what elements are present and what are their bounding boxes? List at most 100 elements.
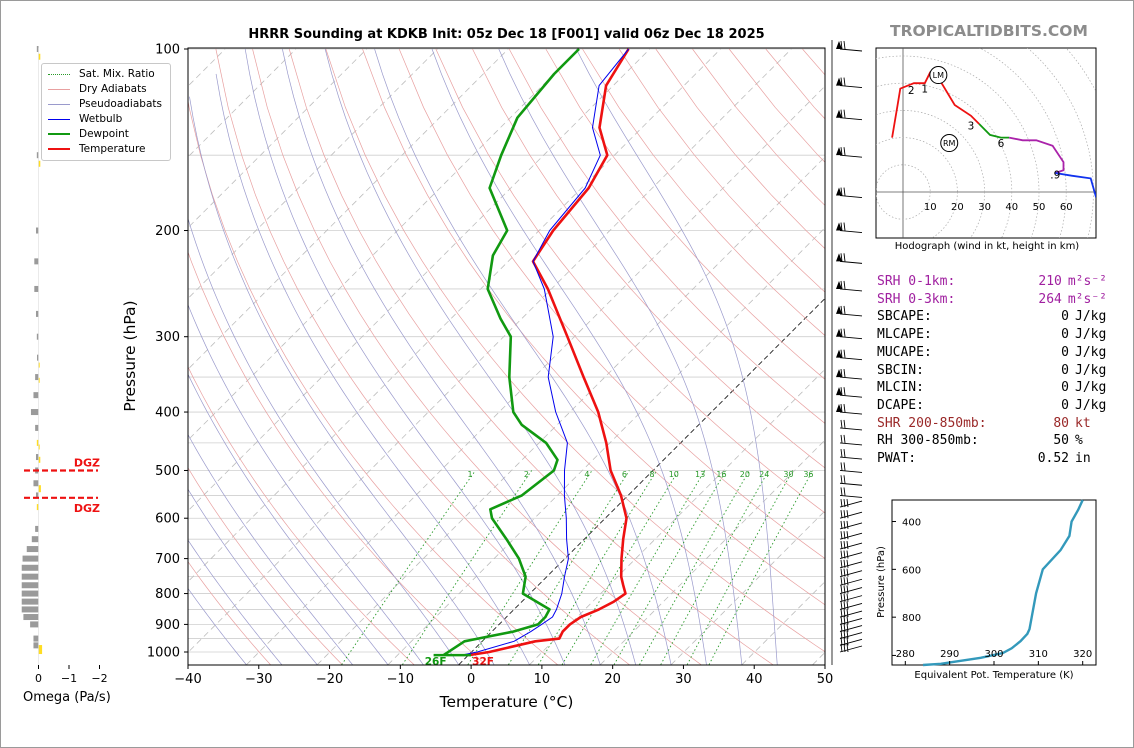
barb-flag [843, 550, 846, 559]
omega-bar [21, 590, 39, 597]
hodograph-ring [876, 82, 1013, 238]
x-tick-label: −10 [387, 672, 414, 687]
wind-barb [836, 253, 863, 264]
omega-bar [34, 285, 39, 292]
isotherm-line [599, 439, 825, 665]
barb-staff [839, 336, 863, 340]
mixing-ratio-label: 30 [783, 470, 793, 479]
barb-flag [843, 601, 846, 610]
barb-flag [843, 630, 846, 639]
omega-bar [35, 525, 39, 532]
omega-bar [21, 564, 39, 571]
dry-adiabat [188, 561, 271, 665]
hodograph-ring-label: 30 [978, 202, 991, 213]
wind-barb [836, 349, 863, 361]
mixing-ratio-label: 20 [740, 470, 750, 479]
stat-row: SBCIN: 0 J/kg [877, 362, 1107, 380]
stat-unit: J/kg [1075, 397, 1107, 413]
omega-bar [35, 227, 39, 234]
omega-axis-label: Omega (Pa/s) [23, 690, 111, 705]
x-tick-label: 10 [534, 672, 551, 687]
omega-bar [21, 582, 39, 589]
barb-staff [839, 617, 863, 625]
legend-item: Wetbulb [48, 112, 122, 126]
omega-tick-label: 0 [35, 672, 42, 685]
mixing-ratio-label: 4 [584, 470, 589, 479]
barb-staff [839, 313, 863, 317]
barb-staff [839, 427, 863, 431]
barb-flag [840, 434, 843, 443]
temperature-profile [468, 48, 630, 657]
mixing-ratio-label: 6 [622, 470, 627, 479]
omega-bar [21, 606, 39, 613]
barb-flag [843, 40, 846, 50]
mixing-ratio-label: 2 [524, 470, 529, 479]
stat-value: 0 [1061, 380, 1069, 396]
pseudoadiabat [431, 48, 707, 665]
y-tick-label: 500 [155, 464, 180, 479]
omega-bar [21, 573, 39, 580]
mixing-ratio-label: 16 [716, 470, 726, 479]
omega-bar [30, 409, 39, 416]
wind-barb [836, 222, 863, 233]
barb-flag [846, 643, 849, 653]
hodograph-height-label: 2 [908, 85, 915, 97]
barb-staff [839, 482, 863, 486]
barb-flag [840, 187, 843, 196]
barb-flag [843, 510, 846, 519]
legend-item: Dry Adiabats [48, 82, 147, 96]
barb-flag [846, 616, 849, 625]
isotherm-line [188, 48, 721, 583]
barb-flag [840, 147, 843, 156]
barb-staff [839, 411, 863, 415]
wind-barb [839, 462, 863, 473]
stat-row: RH 300-850mb: 50% [877, 432, 1107, 450]
x-tick-label: 30 [675, 672, 692, 687]
barb-flag [840, 280, 843, 290]
omega-bar [22, 555, 39, 562]
barb-flag [840, 77, 843, 86]
barb-staff [839, 552, 863, 560]
theta-e-tick-label: 280 [896, 649, 915, 660]
stat-row: SRH 0-1km: 210 m²s⁻² [877, 273, 1107, 291]
x-tick-label: 40 [746, 672, 763, 687]
omega-bar [38, 160, 41, 167]
barb-flag [843, 593, 846, 602]
stat-value: 264 [1038, 291, 1062, 307]
y-tick-label: 700 [155, 552, 180, 567]
barb-flag [843, 387, 846, 396]
barb-flag [840, 328, 843, 337]
hodograph-ring [978, 48, 1067, 238]
pseudoadiabat [188, 539, 283, 665]
barb-staff [839, 632, 863, 640]
barb-staff [839, 587, 863, 594]
omega-bar [21, 598, 39, 605]
pseudoadiabat [282, 48, 601, 665]
wind-barb [839, 550, 863, 560]
mixing-ratio-label: 8 [649, 470, 654, 479]
theta-e-tick-label: 800 [902, 613, 921, 624]
barb-flag [843, 541, 846, 550]
legend-item: Pseudoadiabats [48, 97, 162, 111]
barb-flag [843, 577, 846, 586]
wind-barb [839, 630, 863, 640]
barb-flag [846, 593, 849, 602]
barb-staff [839, 500, 863, 508]
barb-flag [840, 222, 843, 231]
stat-value: 0 [1061, 397, 1069, 413]
barb-flag [843, 77, 846, 86]
barb-flag [840, 510, 843, 519]
stat-label: MLCIN: [877, 380, 924, 396]
barb-flag [846, 531, 849, 540]
barb-flag [843, 222, 846, 231]
barb-staff [839, 570, 863, 578]
stat-label: SRH 0-3km: [877, 291, 956, 307]
mixing-ratio-line [561, 470, 679, 665]
theta-e-tick-label: 400 [902, 518, 921, 529]
omega-bar [36, 439, 39, 446]
mixing-ratio-line [708, 470, 814, 665]
barb-pennant [836, 404, 842, 413]
barb-flag [846, 577, 849, 586]
barb-flag [843, 608, 846, 618]
